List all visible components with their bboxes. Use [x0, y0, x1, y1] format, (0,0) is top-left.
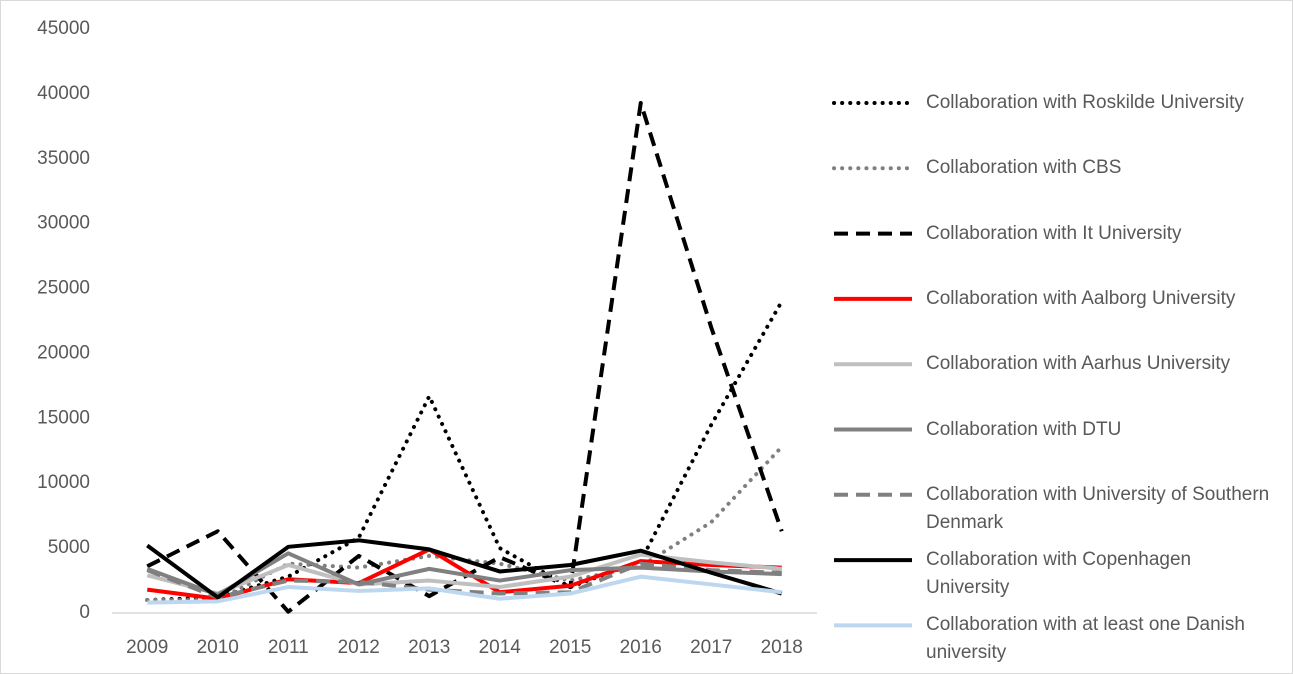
- series-line: [147, 574, 782, 605]
- series-line: [146, 538, 783, 600]
- x-tick-label: 2009: [126, 637, 168, 658]
- legend-item: Collaboration with Aarhus University: [926, 353, 1231, 375]
- legend-item: Collaboration with University of Souther…: [926, 483, 1270, 533]
- x-tick-label: 2018: [761, 637, 803, 658]
- legend-item: Collaboration with It University: [926, 222, 1182, 244]
- legend-label: Collaboration with Copenhagen University: [926, 549, 1192, 599]
- x-tick-label: 2010: [197, 637, 239, 658]
- y-tick-label: 10000: [37, 472, 90, 493]
- y-tick-label: 45000: [37, 18, 90, 39]
- legend-item: Collaboration with Aalborg University: [926, 287, 1236, 309]
- legend-label: Collaboration with Roskilde University: [926, 92, 1244, 113]
- series-line: [146, 561, 782, 600]
- legend-label: Collaboration with It University: [926, 222, 1182, 244]
- y-tick-label: 20000: [37, 342, 90, 363]
- y-tick-label: 5000: [48, 537, 90, 558]
- legend-label: Collaboration with Aalborg University: [926, 287, 1236, 309]
- legend-item: Collaboration with DTU: [926, 418, 1122, 440]
- x-tick-label: 2015: [549, 637, 591, 658]
- legend-item: Collaboration with Copenhagen University: [926, 549, 1192, 599]
- x-tick-label: 2014: [479, 637, 522, 658]
- y-tick-label: 35000: [37, 148, 90, 169]
- legend-label: Collaboration with Aarhus University: [926, 353, 1231, 375]
- legend-label: Collaboration with at least one Danish u…: [926, 614, 1245, 664]
- y-tick-label: 40000: [37, 83, 90, 104]
- x-tick-label: 2011: [268, 637, 309, 658]
- legend-item: Collaboration with at least one Danish u…: [926, 614, 1245, 664]
- series-line: [146, 552, 782, 596]
- legend-item: Collaboration with Roskilde University: [926, 92, 1244, 113]
- x-tick-label: 2017: [690, 637, 732, 658]
- y-tick-label: 0: [79, 602, 90, 623]
- y-tick-label: 25000: [37, 278, 90, 299]
- x-tick-label: 2013: [408, 637, 450, 658]
- y-tick-label: 15000: [37, 407, 90, 428]
- x-tick-label: 2012: [338, 637, 380, 658]
- legend-item: Collaboration with CBS: [926, 157, 1122, 179]
- y-tick-label: 30000: [37, 213, 90, 234]
- legend-label: Collaboration with CBS: [926, 157, 1122, 179]
- x-tick-label: 2016: [620, 637, 662, 658]
- series-line: [145, 444, 784, 603]
- legend-label: Collaboration with University of Souther…: [926, 483, 1270, 533]
- legend-label: Collaboration with DTU: [926, 418, 1122, 440]
